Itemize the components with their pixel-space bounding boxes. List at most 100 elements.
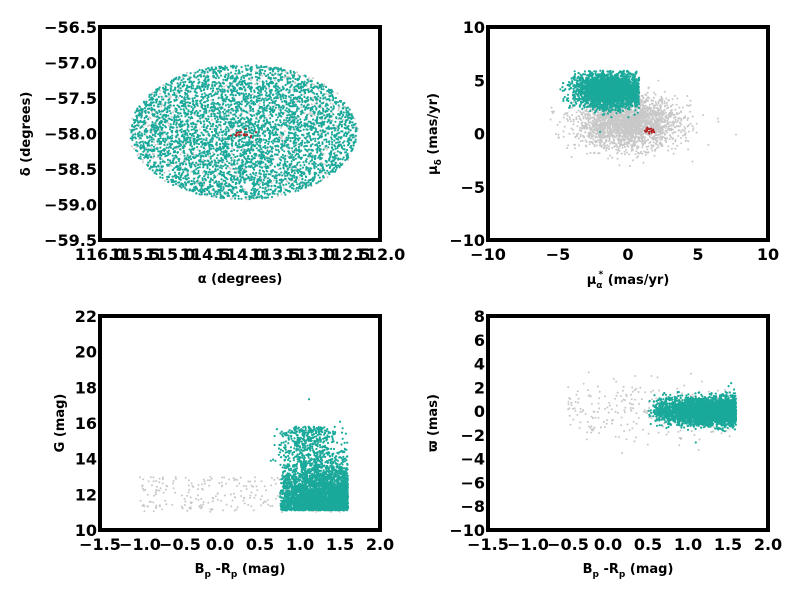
member-point	[199, 155, 203, 158]
member-point	[227, 130, 230, 133]
field-point	[337, 109, 340, 112]
member-point	[244, 157, 247, 161]
member-point	[261, 68, 264, 72]
member-point	[261, 114, 264, 118]
member-point	[345, 148, 349, 152]
member-point	[266, 152, 269, 155]
member-point	[230, 89, 233, 92]
field-point	[148, 116, 151, 119]
member-point	[210, 105, 213, 108]
member-point	[307, 179, 310, 182]
member-point	[216, 126, 219, 129]
member-point	[134, 133, 137, 136]
member-point	[285, 123, 288, 127]
member-point	[304, 88, 307, 91]
member-point	[165, 146, 168, 149]
member-point	[253, 90, 256, 94]
member-point	[343, 148, 346, 151]
member-point	[175, 95, 178, 98]
member-point	[183, 102, 186, 105]
member-point	[334, 145, 337, 148]
member-point	[225, 167, 228, 170]
member-point	[249, 96, 253, 99]
field-point	[185, 71, 188, 74]
member-point	[169, 90, 172, 93]
member-point	[251, 108, 254, 111]
member-point	[303, 163, 306, 167]
member-point	[174, 180, 177, 183]
member-point	[242, 74, 245, 77]
member-point	[339, 120, 342, 123]
member-point	[145, 101, 148, 105]
member-point	[275, 171, 278, 174]
member-point	[177, 160, 181, 163]
field-point	[161, 103, 164, 106]
member-point	[165, 154, 168, 157]
member-point	[175, 98, 178, 101]
member-point	[183, 157, 186, 160]
member-point	[335, 141, 338, 144]
member-point	[208, 183, 212, 186]
member-point	[207, 83, 210, 87]
member-point	[213, 102, 216, 105]
member-point	[261, 110, 264, 113]
member-point	[281, 107, 284, 110]
member-point	[289, 86, 292, 89]
field-point	[166, 121, 169, 124]
member-point	[250, 161, 253, 164]
member-point	[197, 82, 200, 85]
member-point	[267, 193, 270, 196]
member-point	[310, 183, 313, 187]
member-point	[190, 134, 193, 137]
member-point	[167, 83, 170, 86]
member-point	[208, 147, 211, 150]
member-point	[254, 120, 257, 124]
member-point	[193, 96, 196, 99]
member-point	[201, 184, 204, 187]
member-point	[199, 73, 202, 76]
member-point	[270, 126, 273, 129]
member-point	[217, 90, 220, 93]
member-point	[192, 103, 195, 106]
member-point	[317, 124, 321, 127]
member-point	[159, 125, 162, 128]
member-point	[323, 117, 326, 120]
field-point	[152, 157, 155, 159]
member-point	[342, 111, 345, 114]
member-point	[152, 138, 155, 141]
member-point	[138, 130, 141, 134]
member-point	[247, 64, 250, 67]
member-point	[285, 103, 288, 106]
member-point	[341, 115, 344, 118]
field-point	[258, 80, 261, 83]
member-point	[227, 121, 230, 124]
member-point	[259, 186, 262, 189]
member-point	[206, 87, 209, 91]
member-point	[201, 161, 204, 164]
member-point	[159, 157, 162, 161]
member-point	[195, 168, 198, 171]
member-point	[265, 91, 268, 95]
member-point	[191, 161, 194, 164]
member-point	[230, 156, 233, 159]
member-point	[263, 119, 266, 122]
member-point	[306, 78, 309, 81]
member-point	[235, 101, 238, 104]
member-point	[334, 157, 337, 160]
member-point	[333, 139, 336, 142]
member-point	[209, 87, 212, 90]
member-point	[155, 129, 158, 132]
member-point	[230, 123, 233, 127]
member-point	[216, 168, 219, 171]
member-point	[307, 103, 310, 106]
member-point	[150, 136, 153, 139]
member-point	[335, 132, 338, 136]
member-point	[200, 193, 203, 196]
member-point	[288, 95, 291, 98]
member-point	[286, 82, 289, 85]
member-point	[268, 101, 271, 105]
member-point	[263, 158, 267, 161]
member-point	[193, 105, 196, 109]
member-point	[221, 95, 224, 98]
member-point	[339, 158, 342, 161]
